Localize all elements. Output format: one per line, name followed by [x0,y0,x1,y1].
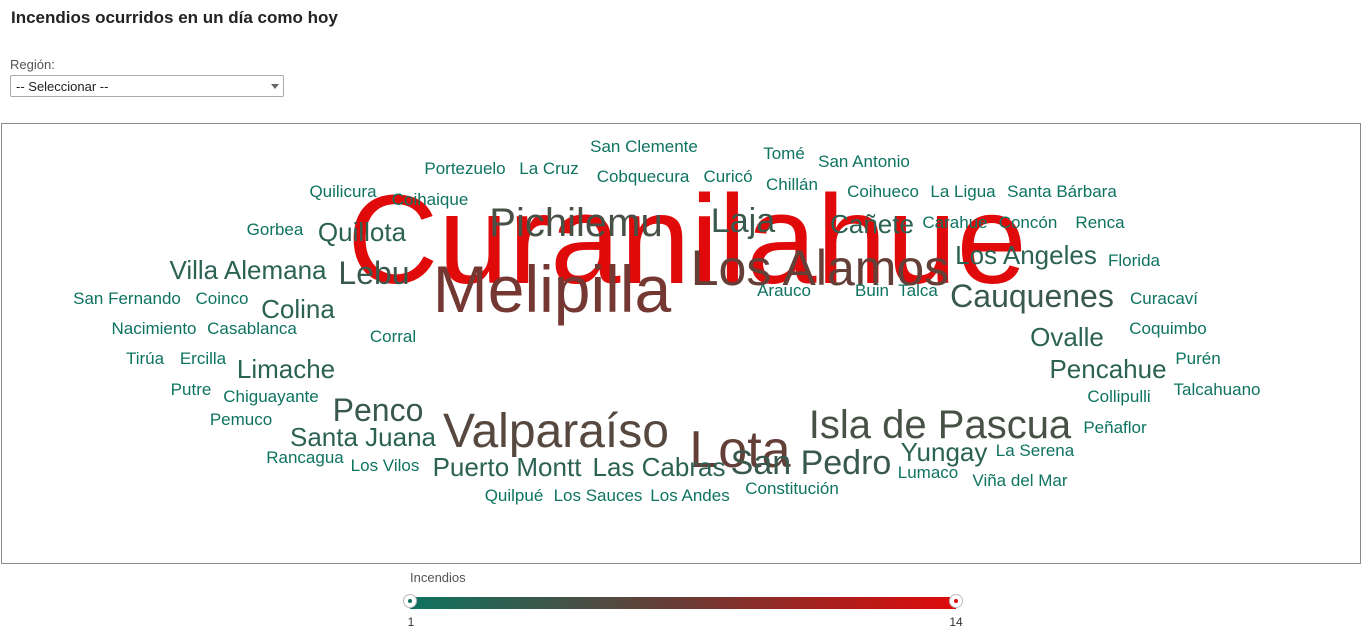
word-pemuco[interactable]: Pemuco [210,410,272,429]
word-buin[interactable]: Buin [855,281,889,300]
word-viña-del-mar[interactable]: Viña del Mar [972,471,1067,490]
word-purén[interactable]: Purén [1175,349,1220,368]
word-san-antonio[interactable]: San Antonio [818,152,910,171]
word-isla-de-pascua[interactable]: Isla de Pascua [809,403,1072,447]
word-coihueco[interactable]: Coihueco [847,182,919,201]
word-corral[interactable]: Corral [370,327,416,346]
word-laja[interactable]: Laja [711,202,775,240]
word-los-vilos[interactable]: Los Vilos [351,456,420,475]
word-pencahue[interactable]: Pencahue [1049,354,1166,384]
word-cañete[interactable]: Cañete [830,209,914,239]
word-concón[interactable]: Concón [999,213,1058,232]
word-curanilahue[interactable]: Curanilahue [347,169,1026,310]
word-melipilla[interactable]: Melipilla [433,252,672,326]
word-ercilla[interactable]: Ercilla [180,349,227,368]
word-coinco[interactable]: Coinco [196,289,249,308]
chevron-down-icon[interactable] [271,84,279,89]
word-villa-alemana[interactable]: Villa Alemana [169,255,327,285]
word-los-sauces[interactable]: Los Sauces [554,486,643,505]
word-chillán[interactable]: Chillán [766,175,818,194]
word-chiguayante[interactable]: Chiguayante [223,387,318,406]
word-talca[interactable]: Talca [898,281,938,300]
word-florida[interactable]: Florida [1108,251,1161,270]
word-collipulli[interactable]: Collipulli [1087,387,1150,406]
word-tomé[interactable]: Tomé [763,144,805,163]
region-select-value: -- Seleccionar -- [16,79,109,94]
word-renca[interactable]: Renca [1075,213,1125,232]
word-la-ligua[interactable]: La Ligua [930,182,996,201]
word-rancagua[interactable]: Rancagua [266,448,344,467]
legend-title: Incendios [410,570,466,585]
region-select[interactable]: -- Seleccionar -- [10,75,284,97]
word-curacaví[interactable]: Curacaví [1130,289,1198,308]
word-lebu[interactable]: Lebu [338,255,409,291]
word-quillota[interactable]: Quillota [318,217,407,247]
legend-max-handle[interactable] [949,594,963,608]
word-talcahuano[interactable]: Talcahuano [1174,380,1261,399]
legend-min-handle[interactable] [403,594,417,608]
word-tirúa[interactable]: Tirúa [126,349,165,368]
word-cobquecura[interactable]: Cobquecura [597,167,690,186]
word-san-clemente[interactable]: San Clemente [590,137,698,156]
word-curicó[interactable]: Curicó [703,167,752,186]
legend-color-scale [410,597,956,609]
word-putre[interactable]: Putre [171,380,212,399]
word-valparaíso[interactable]: Valparaíso [443,405,669,458]
page-title: Incendios ocurridos en un día como hoy [11,8,338,27]
word-limache[interactable]: Limache [237,354,335,384]
word-quilpué[interactable]: Quilpué [485,486,544,505]
word-casablanca[interactable]: Casablanca [207,319,297,338]
word-pichilemu[interactable]: Pichilemu [489,201,662,245]
word-cauquenes[interactable]: Cauquenes [950,278,1114,314]
word-los-angeles[interactable]: Los Angeles [955,240,1097,270]
word-lota[interactable]: Lota [689,421,790,479]
word-quilicura[interactable]: Quilicura [309,182,377,201]
legend-min-label: 1 [407,615,415,629]
word-lumaco[interactable]: Lumaco [898,463,958,482]
word-arauco[interactable]: Arauco [757,281,811,300]
word-gorbea[interactable]: Gorbea [247,220,304,239]
word-constitución[interactable]: Constitución [745,479,839,498]
region-label: Región: [10,57,55,72]
word-las-cabras[interactable]: Las Cabras [593,452,726,482]
word-coquimbo[interactable]: Coquimbo [1129,319,1207,338]
word-la-cruz[interactable]: La Cruz [519,159,579,178]
word-penco[interactable]: Penco [333,392,424,428]
word-carahue[interactable]: Carahue [922,213,987,232]
word-san-pedro[interactable]: San Pedro [731,444,892,482]
word-cloud-chart: Curanilahue Melipilla Lota Los Alamos Valpar… [1,123,1361,564]
word-portezuelo[interactable]: Portezuelo [424,159,505,178]
word-peñaflor[interactable]: Peñaflor [1083,418,1147,437]
legend-max-label: 14 [949,615,963,629]
word-los-andes[interactable]: Los Andes [650,486,729,505]
word-nacimiento[interactable]: Nacimiento [111,319,196,338]
word-yungay[interactable]: Yungay [901,437,988,467]
word-puerto-montt[interactable]: Puerto Montt [433,452,583,482]
word-los-alamos[interactable]: Los Alamos [691,240,949,296]
word-la-serena[interactable]: La Serena [996,441,1075,460]
word-santa-juana[interactable]: Santa Juana [290,422,437,452]
word-santa-bárbara[interactable]: Santa Bárbara [1007,182,1117,201]
word-san-fernando[interactable]: San Fernando [73,289,181,308]
word-colina[interactable]: Colina [261,294,335,324]
word-coihaique[interactable]: Coihaique [392,190,469,209]
word-ovalle[interactable]: Ovalle [1030,322,1104,352]
